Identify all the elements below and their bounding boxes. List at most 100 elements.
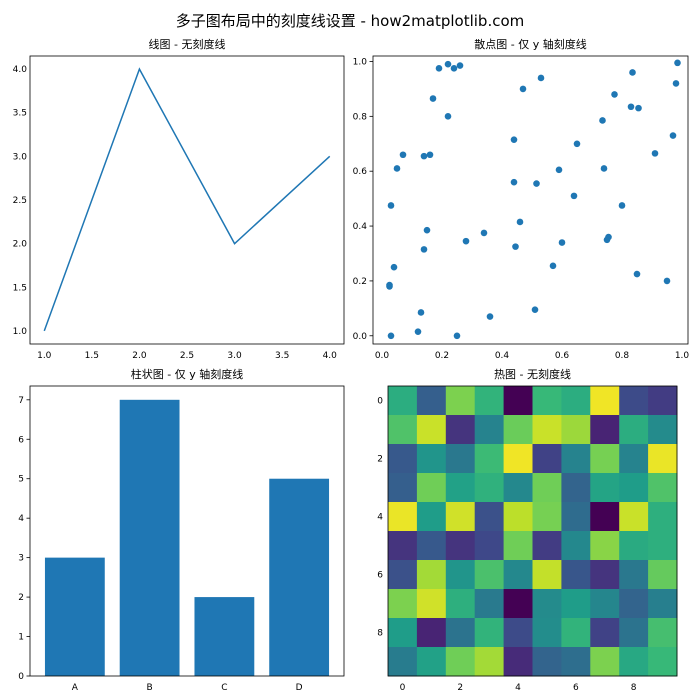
scatter-point [549,262,557,270]
heatmap-cell [503,386,533,416]
heatmap-cell [503,473,533,503]
x-tick-label: 6 [573,683,579,693]
scatter-point [537,74,545,82]
heatmap-cell [445,386,476,416]
x-tick-label: 3.0 [227,351,242,361]
scatter-point [387,332,395,340]
scatter-point [390,263,398,271]
heatmap-cell [503,618,533,648]
heatmap-cell [503,444,533,474]
heatmap-cell [590,386,620,416]
scatter-point [627,103,635,111]
heatmap-cell [445,589,476,619]
heatmap-cell [388,502,418,532]
scatter-point [456,62,464,69]
y-tick-label: 2 [18,593,24,603]
scatter-point [393,165,401,172]
scatter-point [417,309,425,316]
heatmap-cell [445,415,476,445]
heatmap-cell [532,531,562,561]
scatter-point [386,281,393,289]
scatter-point [600,165,608,172]
scatter-point [516,218,524,226]
scatter-point [605,233,612,241]
heatmap-cell [474,473,505,503]
heatmap-cell [648,531,678,561]
scatter-point [519,85,527,93]
heatmap-cell [445,618,476,648]
y-tick-label: 0.6 [353,167,368,177]
bar [194,597,255,676]
y-tick-label: 0 [18,672,24,682]
heatmap-cell [416,531,447,561]
figure-title: 多子图布局中的刻度线设置 - how2matplotlib.com [175,12,525,30]
heatmap-cell [388,444,418,474]
heatmap-cell [388,386,418,416]
x-tick-label: C [221,683,227,693]
y-tick-label: 2.5 [13,196,27,206]
heatmap-cell [619,560,649,590]
subplot-3: 柱状图 - 仅 y 轴刻度线 A B C D 0 1 2 3 4 5 6 7 [18,367,345,693]
heatmap-cell [388,560,418,590]
heatmap-cell [561,444,591,474]
heatmap-cell [590,473,620,503]
y-tick-label: 3.5 [13,109,27,119]
heatmap-cell [590,589,620,619]
heatmap-cell [503,502,533,532]
subplot-title: 散点图 - 仅 y 轴刻度线 [474,37,586,51]
bar [269,478,330,676]
heatmap-cell [619,444,649,474]
heatmap-cell [474,386,505,416]
subplot-title: 热图 - 无刻度线 [494,367,571,381]
heatmap-cell [561,531,591,561]
heatmap-cell [532,386,562,416]
y-tick-label: 4 [377,513,383,523]
axes-frame [387,385,678,677]
x-tick-label: D [296,683,303,693]
heatmap-cell [648,386,678,416]
heatmap-cell [388,647,418,677]
x-tick-label: 0 [400,683,406,693]
scatter-point [599,117,606,124]
heatmap-cell [619,531,649,561]
y-tick-label: 1 [18,633,24,643]
y-tick-label: 8 [377,629,383,639]
scatter-point [429,95,437,102]
heatmap-cell [388,415,418,445]
scatter-point [420,246,428,253]
heatmap-cell [648,502,678,532]
heatmap-cell [503,647,533,677]
scatter-point [635,104,642,112]
scatter-point [399,151,407,159]
heatmap-cell [532,618,562,648]
x-tick-label: 8 [631,683,637,693]
x-tick-label: 2.5 [180,351,194,361]
heatmap-cell [532,473,562,503]
x-tick-label: 1.5 [85,351,99,361]
heatmap-cell [445,473,476,503]
heatmap-cell [388,473,418,503]
x-tick-label: A [72,683,79,693]
scatter-point [486,313,494,320]
x-tick-label: 3.5 [275,351,289,361]
heatmap-cell [532,647,562,677]
scatter-point [450,65,458,72]
scatter-point [462,237,470,245]
scatter-point [669,132,677,139]
heatmap-cell [416,415,447,445]
heatmap-cell [416,473,447,503]
heatmap-cell [619,473,649,503]
x-tick-label: 4.0 [323,351,338,361]
scatter-point [480,229,488,237]
heatmap-cell [445,531,476,561]
y-tick-label: 1.0 [353,57,368,67]
y-tick-label: 0.8 [353,112,368,122]
scatter-point [512,243,519,250]
heatmap-cell [474,560,505,590]
heatmap-cell [532,444,562,474]
y-tick-label: 4.0 [13,65,28,75]
heatmap-cell [619,589,649,619]
heatmap-cell [474,531,505,561]
scatter-point [423,226,431,234]
